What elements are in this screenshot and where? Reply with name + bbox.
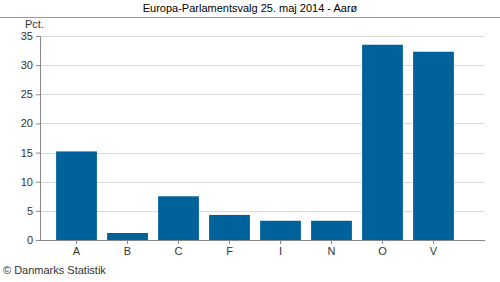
y-tick: 20: [21, 117, 40, 129]
y-tick-label: 10: [21, 176, 33, 188]
x-tick-mark: [331, 240, 332, 244]
x-axis-line: [40, 240, 485, 241]
x-tick-label: C: [175, 245, 183, 257]
x-tick: N: [328, 240, 336, 257]
bar: [311, 221, 352, 240]
bar: [413, 52, 454, 240]
x-tick-mark: [229, 240, 230, 244]
bar: [107, 233, 148, 240]
x-tick: I: [279, 240, 282, 257]
bars: [56, 45, 454, 240]
y-tick: 0: [27, 234, 40, 246]
bar: [56, 151, 97, 240]
y-tick-label: 35: [21, 30, 33, 42]
y-tick-mark: [36, 94, 40, 95]
x-tick-label: F: [226, 245, 233, 257]
x-tick-label: B: [124, 245, 131, 257]
x-tick-label: O: [378, 245, 387, 257]
grid: [40, 37, 485, 241]
y-tick-label: 20: [21, 117, 33, 129]
x-tick: C: [175, 240, 183, 257]
y-tick-mark: [36, 36, 40, 37]
y-tick: 15: [21, 147, 40, 159]
x-tick-label: N: [328, 245, 336, 257]
y-axis: 0 5 10 15 20 25 30 35: [21, 30, 41, 246]
x-axis: ABCFINOV: [40, 240, 485, 257]
grid-line: [40, 36, 485, 37]
y-tick: 5: [27, 205, 40, 217]
bar: [362, 45, 403, 240]
title-rule: [0, 17, 500, 18]
y-tick: 30: [21, 59, 40, 71]
y-tick-label: 30: [21, 59, 33, 71]
bar: [158, 196, 199, 240]
x-tick-label: V: [430, 245, 438, 257]
x-tick: B: [124, 240, 131, 257]
y-tick-label: 25: [21, 88, 33, 100]
x-tick: F: [226, 240, 233, 257]
y-tick: 10: [21, 176, 40, 188]
x-tick-mark: [178, 240, 179, 244]
x-tick-mark: [382, 240, 383, 244]
chart: Europa-Parlamentsvalg 25. maj 2014 - Aar…: [0, 0, 500, 282]
y-tick-label: 5: [27, 205, 33, 217]
y-tick-mark: [36, 240, 40, 241]
y-tick: 35: [21, 30, 40, 42]
x-tick-mark: [433, 240, 434, 244]
y-tick-mark: [36, 182, 40, 183]
x-tick: A: [73, 240, 81, 257]
x-tick: V: [430, 240, 438, 257]
grid-line: [40, 240, 485, 241]
y-tick-mark: [36, 153, 40, 154]
source: © Danmarks Statistik: [3, 264, 106, 276]
x-tick-mark: [280, 240, 281, 244]
y-axis-label: Pct.: [25, 18, 44, 30]
x-tick-mark: [76, 240, 77, 244]
y-tick-label: 0: [27, 234, 33, 246]
x-tick-label: A: [73, 245, 81, 257]
bar: [209, 215, 250, 240]
y-tick-label: 15: [21, 147, 33, 159]
y-tick-mark: [36, 211, 40, 212]
bar: [260, 221, 301, 240]
y-tick: 25: [21, 88, 40, 100]
y-tick-mark: [36, 123, 40, 124]
y-tick-mark: [36, 65, 40, 66]
y-axis-line: [36, 37, 41, 241]
title: Europa-Parlamentsvalg 25. maj 2014 - Aar…: [143, 2, 358, 14]
x-tick-mark: [127, 240, 128, 244]
x-tick: O: [378, 240, 387, 257]
x-tick-label: I: [279, 245, 282, 257]
